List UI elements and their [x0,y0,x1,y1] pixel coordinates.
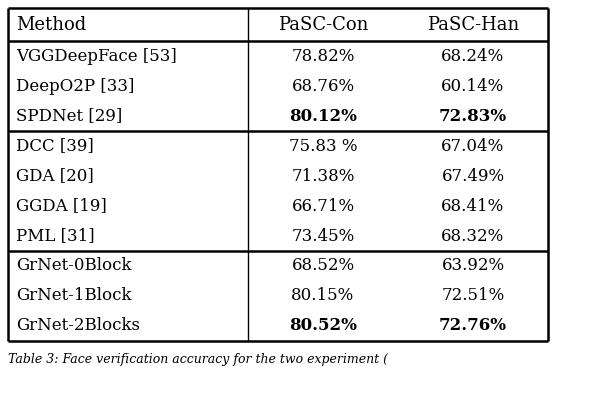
Text: 68.41%: 68.41% [441,197,504,215]
Text: DeepO2P [33]: DeepO2P [33] [16,77,134,94]
Text: 80.52%: 80.52% [289,318,357,335]
Text: PML [31]: PML [31] [16,227,95,244]
Text: GrNet-0Block: GrNet-0Block [16,258,131,274]
Text: 72.76%: 72.76% [439,318,507,335]
Text: DCC [39]: DCC [39] [16,138,94,154]
Text: 78.82%: 78.82% [291,47,355,65]
Text: 66.71%: 66.71% [291,197,355,215]
Text: GDA [20]: GDA [20] [16,168,94,185]
Text: 67.04%: 67.04% [441,138,504,154]
Text: 63.92%: 63.92% [441,258,504,274]
Text: SPDNet [29]: SPDNet [29] [16,108,122,124]
Text: GGDA [19]: GGDA [19] [16,197,107,215]
Text: 68.24%: 68.24% [441,47,504,65]
Text: 80.15%: 80.15% [291,288,355,304]
Text: 72.51%: 72.51% [441,288,504,304]
Text: 67.49%: 67.49% [441,168,504,185]
Text: Method: Method [16,16,86,33]
Text: VGGDeepFace [53]: VGGDeepFace [53] [16,47,177,65]
Text: 73.45%: 73.45% [291,227,355,244]
Text: 72.83%: 72.83% [439,108,507,124]
Text: GrNet-1Block: GrNet-1Block [16,288,131,304]
Text: PaSC-Con: PaSC-Con [278,16,368,33]
Text: GrNet-2Blocks: GrNet-2Blocks [16,318,140,335]
Text: 68.76%: 68.76% [291,77,355,94]
Text: 60.14%: 60.14% [441,77,504,94]
Text: 68.52%: 68.52% [291,258,355,274]
Text: Table 3: Face verification accuracy for the two experiment (: Table 3: Face verification accuracy for … [8,353,388,366]
Text: 80.12%: 80.12% [289,108,357,124]
Text: 68.32%: 68.32% [441,227,504,244]
Text: 71.38%: 71.38% [291,168,355,185]
Text: 75.83 %: 75.83 % [289,138,357,154]
Text: PaSC-Han: PaSC-Han [427,16,519,33]
